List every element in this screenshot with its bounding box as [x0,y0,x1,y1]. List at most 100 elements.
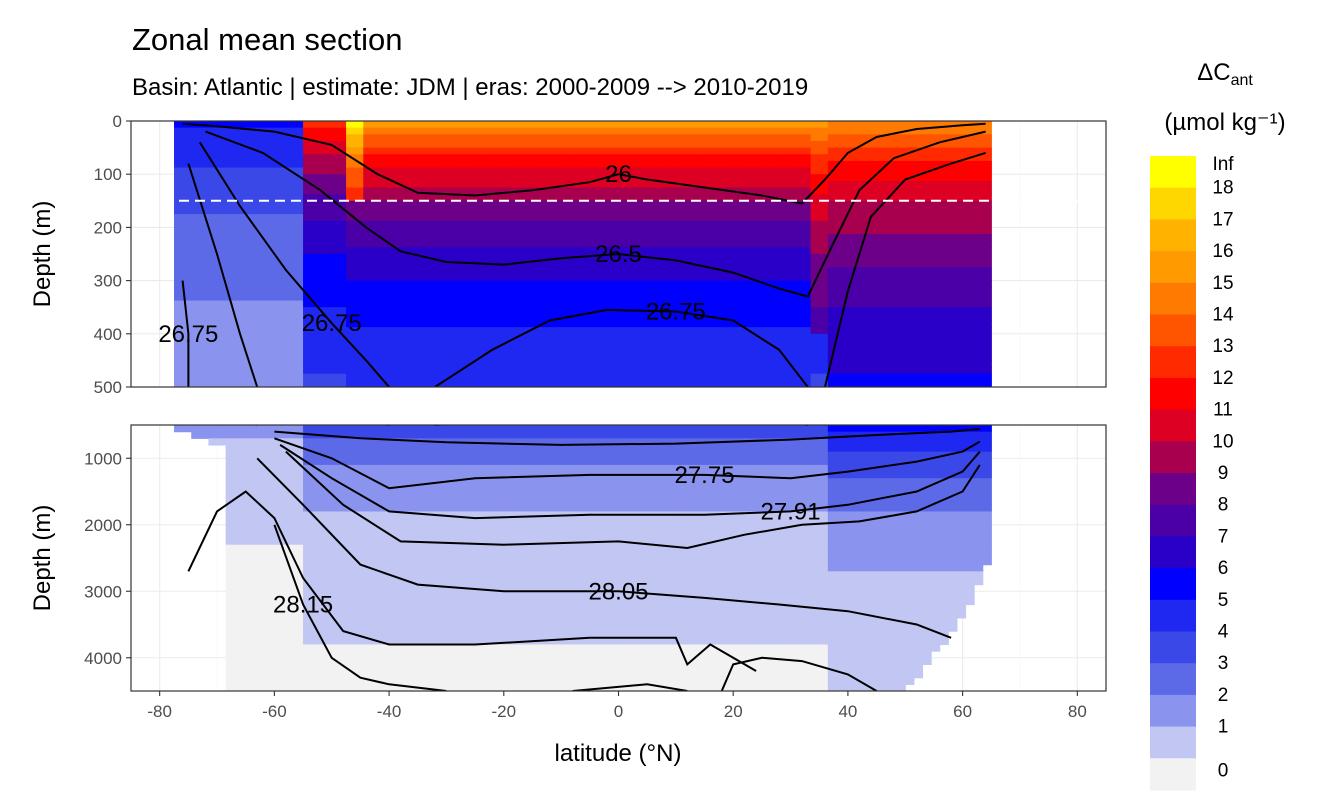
field-cell [397,624,407,632]
field-cell [277,280,287,288]
field-cell [793,320,803,328]
field-cell [931,327,941,335]
field-cell [277,180,287,189]
field-cell [380,458,390,466]
field-cell [518,240,528,248]
field-cell [440,538,450,546]
field-cell [346,471,356,479]
field-cell [922,200,932,209]
field-cell [423,564,433,572]
field-cell [277,551,287,559]
field-cell [561,147,571,155]
field-cell [303,214,313,222]
field-cell [647,360,657,368]
field-cell [819,307,829,315]
field-cell [595,320,605,328]
field-cell [638,340,648,348]
field-cell [888,247,898,255]
field-cell [311,160,321,169]
field-cell [320,200,330,209]
field-cell [698,367,708,375]
field-cell [845,121,855,129]
field-cell [681,234,691,242]
field-cell [569,300,579,308]
field-cell [561,140,571,149]
field-cell [543,194,554,202]
field-cell [948,134,958,142]
field-cell [543,134,554,142]
field-cell [707,367,717,375]
field-cell [672,373,683,381]
field-cell [956,180,967,189]
field-cell [913,280,924,288]
field-cell [354,531,364,539]
field-cell [423,260,433,268]
field-cell [208,154,218,162]
field-cell [251,187,261,195]
field-cell [604,260,614,268]
field-cell [414,220,425,228]
field-cell [862,154,872,162]
field-cell [406,254,416,262]
field-cell [457,458,468,466]
field-cell [182,307,192,315]
field-cell [242,504,253,513]
field-cell [879,267,889,275]
field-cell [208,260,218,268]
field-cell [440,584,450,592]
field-cell [638,267,648,275]
field-cell [681,194,691,202]
field-cell [561,353,571,361]
field-cell [225,511,235,519]
field-cell [672,367,683,375]
field-cell [913,194,924,202]
field-cell [371,234,382,242]
field-cell [174,214,184,222]
field-cell [406,444,416,453]
field-cell [896,333,906,342]
field-cell [552,260,562,268]
field-cell [363,617,373,626]
field-cell [337,637,347,646]
field-cell [724,360,734,368]
field-cell [664,187,674,195]
field-cell [604,287,614,295]
field-cell [492,200,502,209]
field-cell [449,564,459,572]
field-cell [974,214,984,222]
field-cell [311,187,321,195]
field-cell [191,300,201,308]
field-cell [389,247,399,255]
field-cell [776,174,786,182]
field-cell [948,147,958,155]
field-cell [268,121,278,129]
field-cell [303,367,313,375]
field-cell [913,267,924,275]
field-cell [922,327,932,335]
field-cell [260,247,270,255]
field-cell [191,380,201,387]
field-cell [845,333,855,342]
field-cell [363,247,373,255]
field-cell [802,220,812,228]
field-cell [543,247,554,255]
field-cell [612,134,622,142]
field-cell [716,353,726,361]
field-cell [251,134,261,142]
field-cell [363,464,373,473]
field-cell [836,280,846,288]
field-cell [767,121,777,129]
field-cell [234,333,244,342]
field-cell [328,637,339,646]
field-cell [208,293,218,302]
field-cell [724,287,734,295]
field-cell [724,367,734,375]
field-cell [879,234,889,242]
field-cell [174,121,184,129]
field-cell [320,180,330,189]
field-cell [905,227,915,235]
field-cell [767,254,777,262]
field-cell [397,484,407,493]
field-cell [586,327,597,335]
field-cell [225,584,235,592]
